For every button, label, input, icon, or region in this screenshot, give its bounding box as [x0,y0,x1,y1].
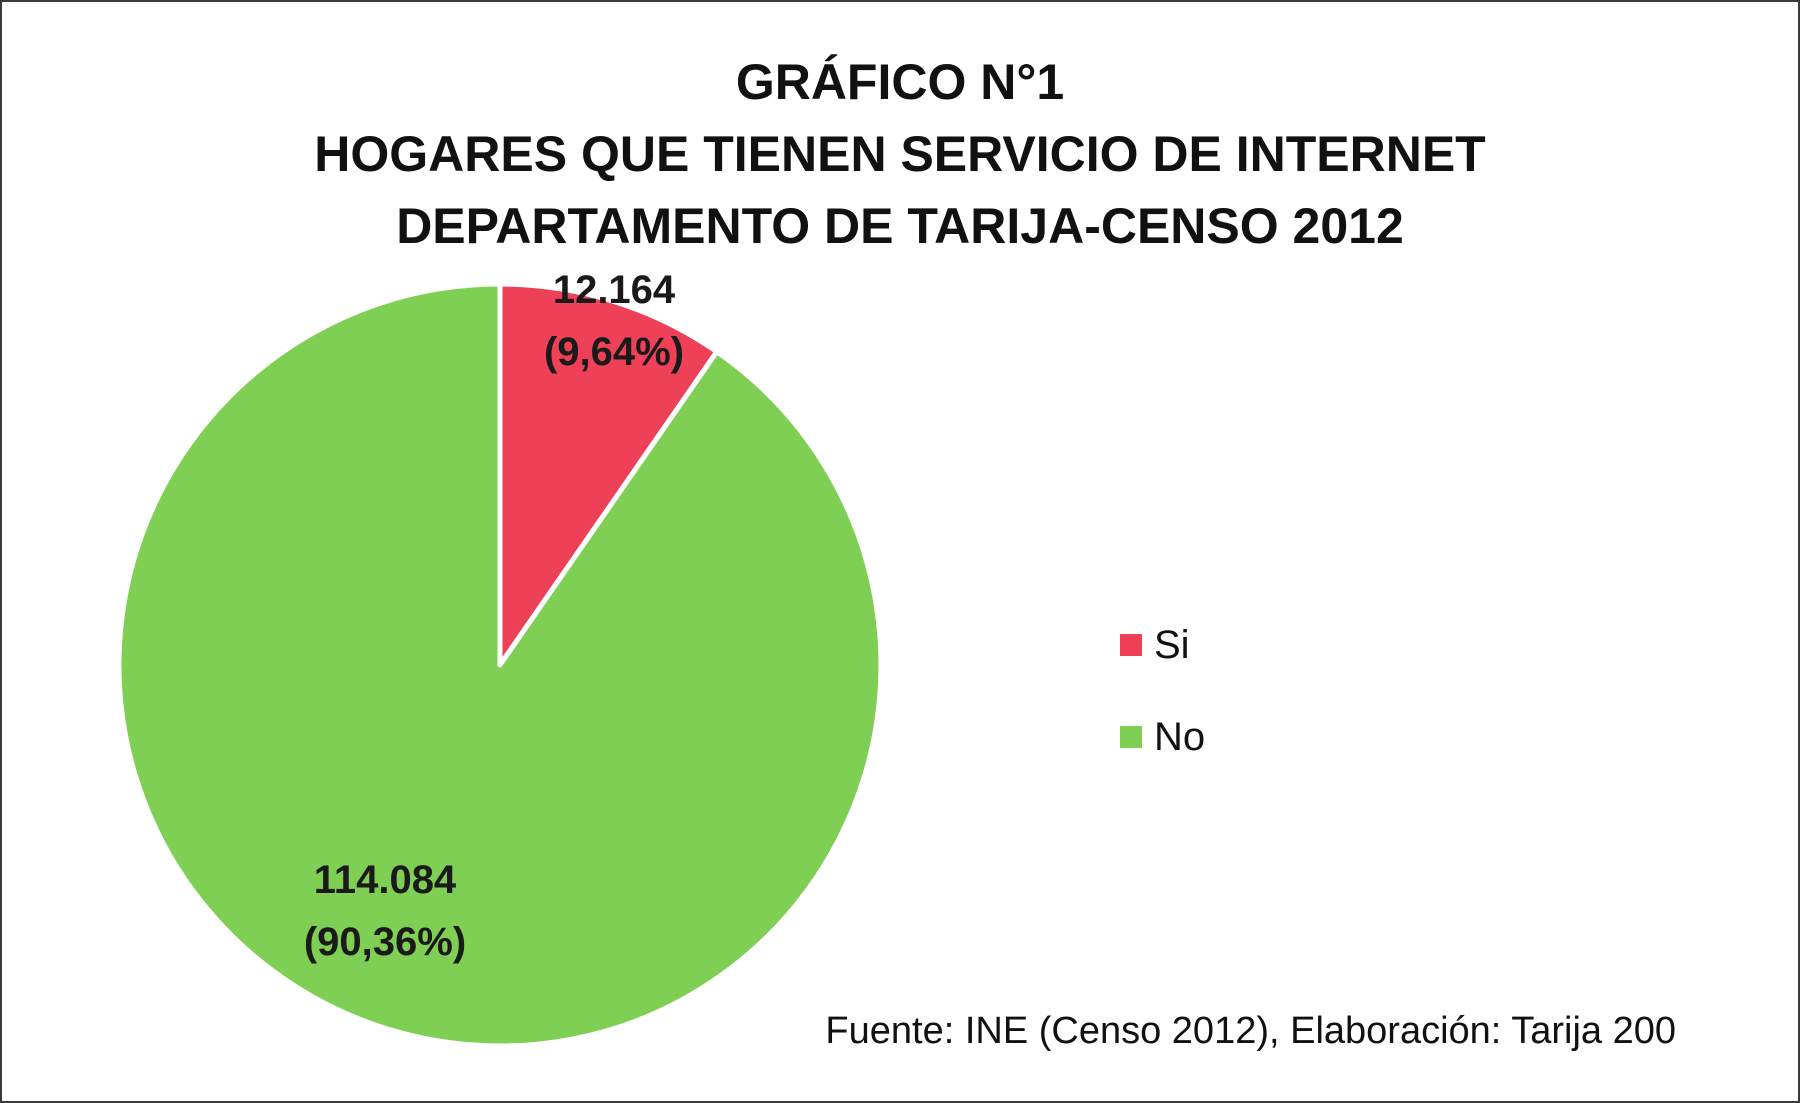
legend-swatch-si [1120,634,1142,656]
chart-legend: Si No [1120,615,1205,799]
title-line-1: GRÁFICO N°1 [735,54,1065,110]
legend-label-no: No [1154,714,1206,759]
pie-slices [116,281,884,1049]
chart-title: GRÁFICO N°1 HOGARES QUE TIENEN SERVICIO … [0,46,1800,262]
legend-swatch-no [1120,726,1142,748]
pie-data-labels: 12.164 (9,64%) 114.084 (90,36%) [304,268,684,964]
title-line-3: DEPARTAMENTO DE TARIJA-CENSO 2012 [396,198,1404,254]
legend-item-no: No [1120,707,1205,767]
pie-slice-si [497,281,720,668]
data-label-percent-no: (90,36%) [304,920,466,964]
pie-slice-no [116,281,884,1049]
title-line-2: HOGARES QUE TIENEN SERVICIO DE INTERNET [314,126,1486,182]
legend-label-si: Si [1154,622,1190,667]
source-note: Fuente: INE (Censo 2012), Elaboración: T… [825,1010,1676,1052]
legend-item-si: Si [1120,615,1205,675]
data-label-percent-si: (9,64%) [544,330,684,374]
data-label-value-no: 114.084 [314,858,457,902]
data-label-value-si: 12.164 [553,268,676,312]
